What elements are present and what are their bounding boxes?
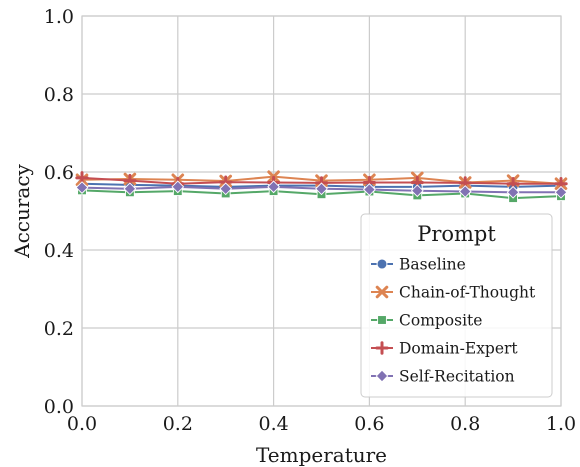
data-point xyxy=(315,182,328,196)
legend-marker xyxy=(375,285,389,299)
legend-marker xyxy=(376,258,388,270)
legend-label: Domain-Expert xyxy=(399,340,518,358)
legend-entry: Chain-of-Thought xyxy=(371,284,536,302)
series-layer xyxy=(75,170,568,203)
x-tick-label: 1.0 xyxy=(546,413,576,435)
legend-marker xyxy=(375,341,389,355)
legend-title: Prompt xyxy=(417,222,496,246)
legend: Prompt Baseline Chain-of-Thought Composite… xyxy=(360,213,553,398)
data-point xyxy=(267,180,280,194)
x-tick-label: 0.4 xyxy=(258,413,288,435)
series-self-recitation xyxy=(75,180,568,199)
legend-label: Composite xyxy=(399,312,482,330)
data-point xyxy=(219,182,233,196)
data-point xyxy=(506,185,520,199)
legend-marker xyxy=(377,315,387,325)
data-point xyxy=(123,182,137,196)
y-tick-label: 0.2 xyxy=(44,318,74,340)
legend-marker xyxy=(375,369,389,383)
legend-entry: Baseline xyxy=(371,256,466,274)
data-point xyxy=(171,180,185,194)
x-tick-label: 0.6 xyxy=(354,413,384,435)
y-tick-label: 0.0 xyxy=(44,396,74,418)
x-tick-label: 0.2 xyxy=(163,413,193,435)
legend-box xyxy=(360,213,553,398)
y-tick-label: 0.8 xyxy=(44,84,74,106)
y-tick-label: 0.6 xyxy=(44,162,74,184)
legend-label: Self-Recitation xyxy=(399,368,515,386)
data-point xyxy=(75,181,89,194)
y-axis-label: Accuracy xyxy=(10,163,34,258)
data-point xyxy=(554,185,568,199)
ticks: 0.0 0.2 0.4 0.6 0.8 1.0 0.0 0.2 0.4 0.6 0.8 1.0 xyxy=(44,6,576,435)
legend-entry: Composite xyxy=(371,312,482,330)
legend-entries: Baseline Chain-of-Thought Composite Domain-… xyxy=(371,256,536,386)
x-axis-label: Temperature xyxy=(256,443,387,467)
data-point xyxy=(410,184,424,198)
plot-frame xyxy=(81,15,562,407)
data-point xyxy=(363,183,376,196)
x-tick-label: 0.0 xyxy=(67,413,97,435)
legend-label: Chain-of-Thought xyxy=(399,284,536,302)
legend-entry: Self-Recitation xyxy=(371,368,515,386)
x-tick-label: 0.8 xyxy=(450,413,480,435)
legend-entry: Domain-Expert xyxy=(371,340,518,358)
y-tick-label: 1.0 xyxy=(44,6,74,28)
data-point xyxy=(458,185,472,198)
legend-label: Baseline xyxy=(399,256,466,274)
y-tick-label: 0.4 xyxy=(44,240,74,262)
